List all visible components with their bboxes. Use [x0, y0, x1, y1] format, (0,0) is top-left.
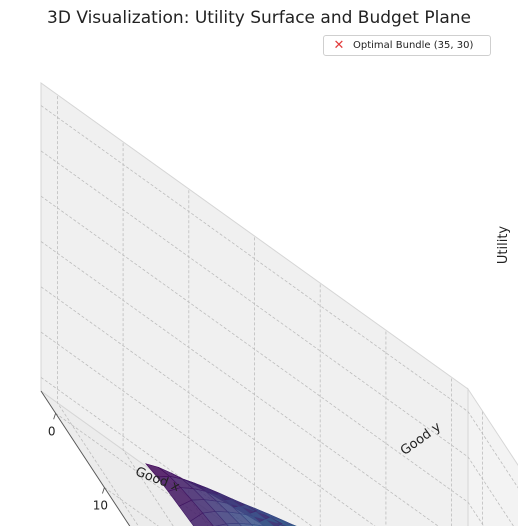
grid-line-z — [40, 331, 313, 526]
grid-line-z — [40, 150, 514, 526]
grid-line-y — [57, 94, 139, 526]
grid-line-z — [40, 195, 485, 526]
legend-entry: Optimal Bundle (35, 30) — [353, 40, 474, 51]
axis-panes — [40, 82, 518, 526]
x-tick-label: 0 — [48, 424, 56, 438]
grid-line-y — [319, 283, 321, 526]
z-axis-label: Utility — [496, 226, 511, 265]
grid-line-z — [40, 241, 439, 526]
chart-title: 3D Visualization: Utility Surface and Bu… — [47, 8, 471, 28]
grid-line-y — [385, 330, 387, 526]
x-axis-line — [40, 390, 131, 526]
utility-surface — [145, 463, 297, 526]
x-tick-label: 10 — [93, 499, 108, 513]
back-pane — [467, 387, 518, 526]
grid-line-y — [122, 141, 174, 526]
x-tick — [101, 487, 105, 494]
x-tick — [53, 413, 57, 420]
grid-line-z — [40, 105, 518, 489]
legend: ✕ Optimal Bundle (35, 30) — [323, 35, 491, 56]
legend-marker-icon: ✕ — [333, 38, 345, 53]
grid-line-y — [254, 236, 255, 526]
surface-patch — [145, 463, 171, 478]
grid-line-z — [40, 286, 376, 526]
grid-line-y — [451, 377, 453, 526]
